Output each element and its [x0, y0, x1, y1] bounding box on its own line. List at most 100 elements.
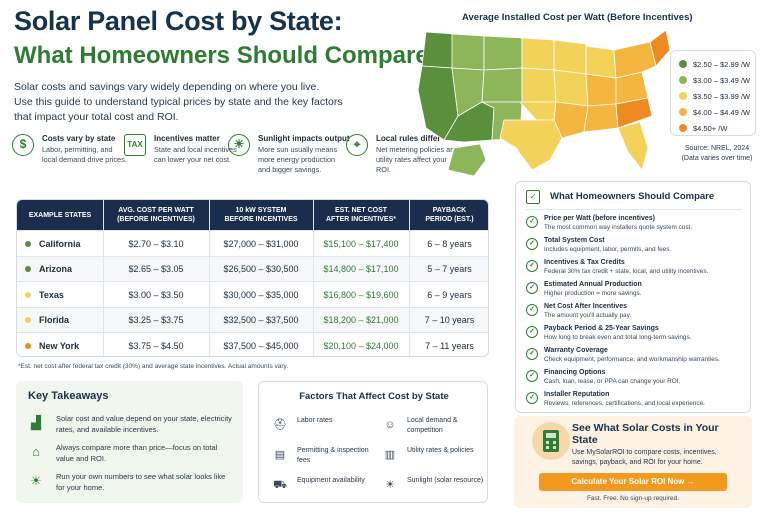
source-text: Source: NREL, 2024	[684, 145, 750, 152]
cost-per-watt-cell: $3.25 – $3.75	[128, 315, 184, 326]
factor-text: Permitting & inspection fees	[297, 447, 369, 464]
table-row: California $2.70 – $3.10 $27,000 – $31,0…	[17, 230, 488, 256]
factor-text: Utility rates & policies	[407, 447, 474, 454]
fact-desc: More sun usually means more energy produ…	[258, 145, 338, 174]
column-header: PAYBACK PERIOD (EST.)	[425, 207, 474, 223]
factor-item: ▤ Permitting & inspection fees	[273, 446, 383, 470]
checklist-item-desc: Cash, loan, lease, or PPA can change you…	[544, 378, 681, 385]
factor-item: ⛟ Equipment availability	[273, 476, 383, 500]
system-cost-cell: $30,000 – $35,000	[223, 289, 299, 300]
state-cost-table: EXAMPLE STATES AVG. COST PER WATT (BEFOR…	[16, 199, 489, 357]
sun-icon: ☀	[30, 473, 42, 488]
checklist-item-title: Payback Period & 25-Year Savings	[544, 325, 659, 332]
checklist-item: ✓ Financing Options Cash, loan, lease, o…	[526, 369, 748, 391]
check-icon: ✓	[526, 326, 538, 338]
map-region-alaska	[447, 143, 487, 177]
intro-text: Solar costs and savings vary widely depe…	[14, 80, 344, 125]
checklist-item: ✓ Price per Watt (before incentives) The…	[526, 215, 748, 237]
legend-swatch	[679, 108, 687, 116]
checklist-item-title: Estimated Annual Production	[544, 281, 642, 288]
table-row: Florida $3.25 – $3.75 $32,500 – $37,500 …	[17, 306, 488, 333]
cost-per-watt-cell: $3.00 – $3.50	[128, 289, 184, 300]
system-cost-cell: $32,500 – $37,500	[223, 315, 299, 326]
fact-title: Local rules differ	[376, 134, 441, 143]
checklist-item: ✓ Estimated Annual Production Higher pro…	[526, 281, 748, 303]
map-region-nebraska-kansas	[521, 67, 557, 103]
fact-desc: Net metering policies and utility rates …	[376, 145, 459, 174]
cta-description: Use MySolarROI to compare costs, incenti…	[572, 449, 717, 466]
map-region-tennessee-alabama	[583, 103, 619, 133]
checklist-item-title: Incentives & Tax Credits	[544, 259, 625, 266]
system-cost-cell: $37,500 – $45,000	[223, 340, 299, 351]
column-header: EXAMPLE STATES	[28, 211, 92, 219]
legend-item: $3.50 – $3.99 /W	[679, 92, 750, 101]
people-icon: ☺	[384, 419, 396, 431]
takeaway-item: ▟ Solar cost and value depend on your st…	[28, 413, 240, 439]
takeaway-item: ☀ Run your own numbers to see what solar…	[28, 471, 240, 497]
net-cost-cell: $16,800 – $19,600	[323, 289, 399, 300]
page-title: Solar Panel Cost by State:	[14, 6, 343, 36]
table-row: Arizona $2.65 – $3.05 $26,500 – $30,500 …	[17, 255, 488, 282]
column-header: EST. NET COST AFTER INCENTIVES*	[325, 207, 396, 223]
column-header: 10 kW SYSTEM BEFORE INCENTIVES	[224, 207, 298, 223]
legend-swatch	[679, 60, 687, 68]
factor-text: Equipment availability	[297, 477, 365, 484]
calculate-roi-button[interactable]: Calculate Your Solar ROI Now →	[539, 473, 727, 491]
fact-desc: State and local incentives can lower you…	[154, 145, 237, 164]
legend-item: $3.00 – $3.49 /W	[679, 76, 750, 85]
payback-cell: 7 – 10 years	[424, 315, 475, 326]
checklist-header: ✓ What Homeowners Should Compare	[526, 190, 742, 210]
cost-factors-panel: Factors That Affect Cost by State ⛑ Labo…	[258, 381, 488, 503]
check-icon: ✓	[526, 216, 538, 228]
house-icon: ⌂	[32, 444, 40, 459]
map-region-new-york	[613, 41, 657, 79]
checklist-item-desc: Federal 30% tax credit + state, local, a…	[544, 268, 709, 275]
legend-item: $4.00 – $4.49 /W	[679, 108, 750, 117]
checklist-item-desc: Includes equipment, labor, permits, and …	[544, 246, 672, 253]
cta-note: Fast. Free. No sign-up required.	[586, 495, 680, 502]
checklist-item: ✓ Payback Period & 25-Year Savings How l…	[526, 325, 748, 347]
takeaway-item: ⌂ Always compare more than price—focus o…	[28, 442, 240, 468]
state-cell: Texas	[17, 282, 103, 307]
worker-icon: ⛑	[273, 419, 287, 431]
table-footnote: *Est. net cost after federal tax credit …	[18, 363, 289, 370]
checklist-item: ✓ Net Cost After Incentives The amount y…	[526, 303, 748, 325]
map-region-texas	[499, 119, 563, 171]
factor-item: ☺ Local demand & competition	[383, 416, 493, 440]
system-cost-cell: $27,000 – $31,000	[223, 238, 299, 249]
column-divider	[209, 200, 210, 356]
net-cost-cell: $14,800 – $17,100	[323, 264, 399, 275]
checklist-item: ✓ Total System Cost Includes equipment, …	[526, 237, 748, 259]
checklist-item-desc: Reviews, references, certifications, and…	[544, 400, 705, 407]
factor-text: Sunlight (solar resource)	[407, 477, 484, 484]
check-icon: ✓	[526, 304, 538, 316]
state-dot	[25, 342, 31, 349]
map-region-wyoming-colorado	[481, 67, 523, 103]
map-source: Source: NREL, 2024 (Data varies over tim…	[668, 144, 766, 164]
table-row: Texas $3.00 – $3.50 $30,000 – $35,000 $1…	[17, 281, 488, 307]
check-icon: ✓	[526, 370, 538, 382]
factor-item: ☀ Sunlight (solar resource)	[383, 476, 493, 500]
state-dot	[25, 291, 31, 298]
checklist-item-desc: The most common way installers quote sys…	[544, 224, 693, 231]
checklist-item-desc: How long to break even and total long-te…	[544, 334, 692, 341]
checklist-item: ✓ Installer Reputation Reviews, referenc…	[526, 391, 748, 413]
takeaway-text: Run your own numbers to see what solar l…	[56, 472, 226, 492]
checklist-item-title: Net Cost After Incentives	[544, 303, 627, 310]
checklist-item-title: Total System Cost	[544, 237, 605, 244]
intro-line: Use this guide to understand typical pri…	[14, 96, 343, 108]
column-divider	[313, 200, 314, 356]
payback-cell: 6 – 8 years	[427, 238, 472, 249]
us-cost-map	[417, 29, 671, 177]
checklist-icon: ✓	[526, 190, 540, 204]
factor-text: Local demand & competition	[407, 417, 458, 434]
table-row: New York $3.75 – $4.50 $37,500 – $45,000…	[17, 332, 488, 356]
sun-icon: ☀	[385, 479, 395, 491]
table-header: EXAMPLE STATES AVG. COST PER WATT (BEFOR…	[17, 200, 488, 230]
intro-line: that impact your total cost and ROI.	[14, 111, 179, 123]
bar-chart-icon: ▟	[31, 415, 41, 430]
legend-swatch	[679, 92, 687, 100]
checklist-item-desc: Higher production = more savings.	[544, 290, 642, 297]
map-region-carolinas	[615, 97, 653, 129]
clipboard-icon: ▤	[274, 449, 286, 461]
